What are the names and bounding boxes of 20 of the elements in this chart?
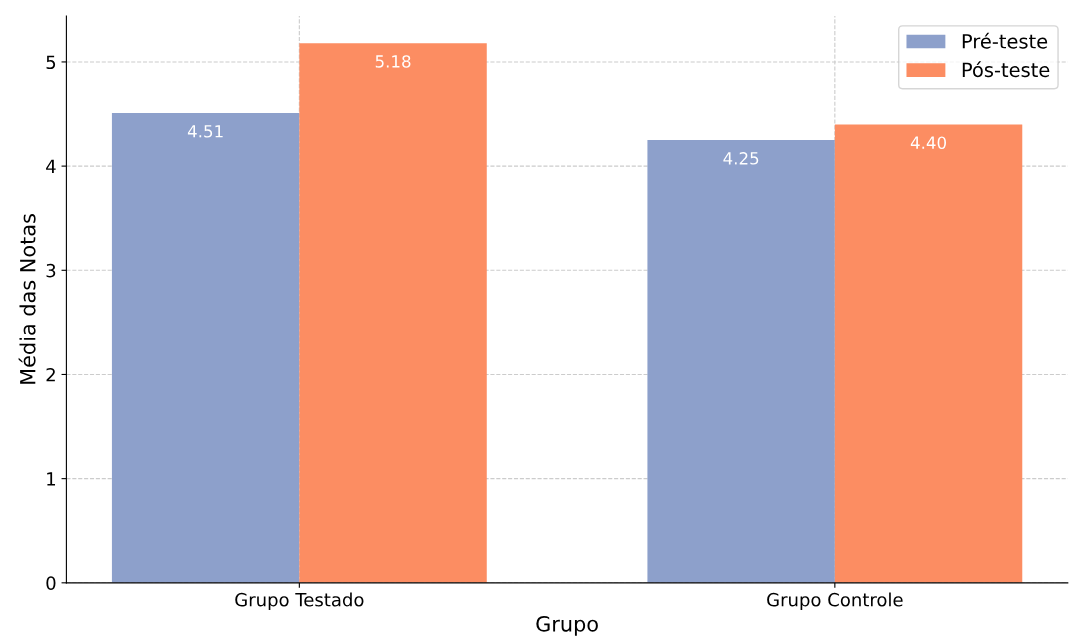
y-tick-label: 3 xyxy=(46,263,56,278)
data-label: 4.25 xyxy=(723,152,759,165)
data-label: 5.18 xyxy=(375,55,411,68)
y-tick-label: 1 xyxy=(47,472,56,486)
bar xyxy=(111,112,300,583)
y-tick-label: 5 xyxy=(46,55,56,70)
data-label: 4.40 xyxy=(910,136,947,149)
y-tick-label: 2 xyxy=(46,367,55,382)
y-tick-label: 4 xyxy=(46,159,56,173)
x-tick-label: Grupo Controle xyxy=(767,592,903,611)
legend-label: Pós-teste xyxy=(962,61,1050,78)
data-label: 4.51 xyxy=(187,125,223,138)
legend-label: Pré-teste xyxy=(962,32,1048,49)
bar xyxy=(299,43,487,583)
y-tick-label: 0 xyxy=(46,576,56,590)
bar xyxy=(834,124,1023,583)
x-axis-title: Grupo xyxy=(536,615,598,636)
y-axis-title: Média das Notas xyxy=(18,214,36,384)
x-tick-label: Grupo Testado xyxy=(235,592,364,611)
bar xyxy=(647,140,835,583)
